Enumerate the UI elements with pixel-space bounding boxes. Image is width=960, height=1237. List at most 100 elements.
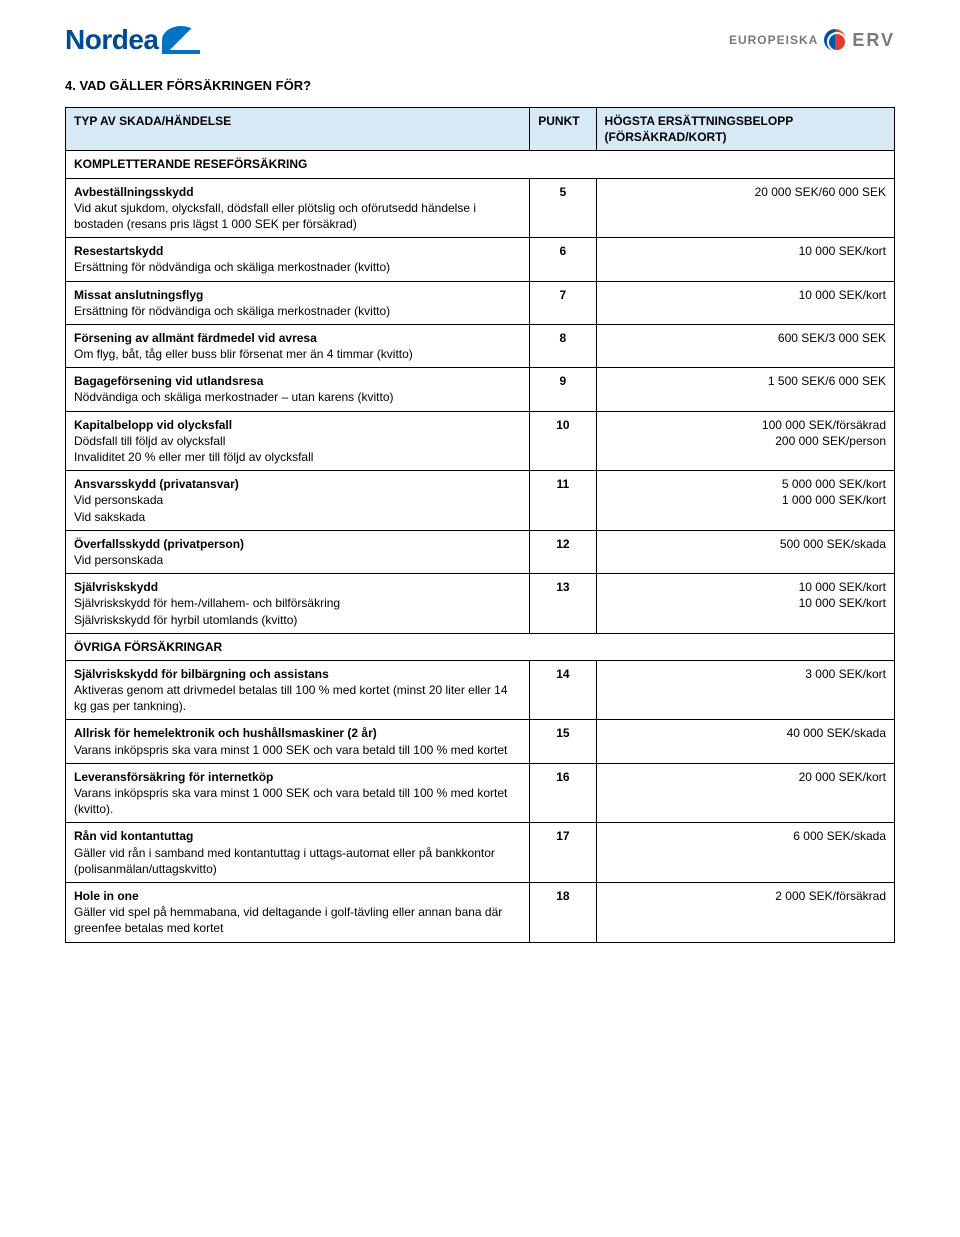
table-row: Ansvarsskydd (privatansvar) Vid personska… [66, 471, 895, 531]
row-title: Försening av allmänt färdmedel vid avres… [74, 331, 317, 345]
erv-prefix: EUROPEISKA [729, 33, 818, 47]
insurance-table: TYP AV SKADA/HÄNDELSE PUNKT HÖGSTA ERSÄT… [65, 107, 895, 943]
table-row: Överfallsskydd (privatperson) Vid persons… [66, 530, 895, 573]
row-desc: Gäller vid rån i samband med kontantutta… [74, 846, 495, 876]
table-row: Missat anslutningsflygErsättning för nöd… [66, 281, 895, 324]
erv-wordmark: ERV [852, 30, 895, 51]
amount-line: 10 000 SEK/kort [605, 595, 886, 611]
cell-point: 13 [530, 574, 596, 634]
erv-logo: EUROPEISKA ERV [729, 29, 895, 51]
amount-line: 100 000 SEK/försäkrad [605, 417, 886, 433]
cell-point: 12 [530, 530, 596, 573]
cell-point: 9 [530, 368, 596, 411]
row-title: Ansvarsskydd (privatansvar) [74, 477, 239, 491]
cell-desc: Försening av allmänt färdmedel vid avres… [66, 324, 530, 367]
amount-line: 200 000 SEK/person [605, 433, 886, 449]
cell-amount: 20 000 SEK/kort [596, 763, 894, 823]
cell-point: 10 [530, 411, 596, 471]
nordea-wordmark: Nordea [65, 24, 158, 56]
cell-desc: ResestartskyddErsättning för nödvändiga … [66, 238, 530, 281]
amount-line: 6 000 SEK/skada [605, 828, 886, 844]
cell-amount: 600 SEK/3 000 SEK [596, 324, 894, 367]
table-row: Självriskskydd för bilbärgning och assis… [66, 660, 895, 720]
table-head-row: TYP AV SKADA/HÄNDELSE PUNKT HÖGSTA ERSÄT… [66, 108, 895, 151]
cell-amount: 20 000 SEK/60 000 SEK [596, 178, 894, 238]
cell-point: 6 [530, 238, 596, 281]
table-subhead: KOMPLETTERANDE RESEFÖRSÄKRING [66, 151, 895, 178]
amount-line: 5 000 000 SEK/kort [605, 476, 886, 492]
row-desc: Aktiveras genom att drivmedel betalas ti… [74, 683, 508, 713]
table-row: Självriskskydd Självriskskydd för hem-/vi… [66, 574, 895, 634]
amount-line: 1 000 000 SEK/kort [605, 492, 886, 508]
cell-amount: 10 000 SEK/kort10 000 SEK/kort [596, 574, 894, 634]
table-row: Hole in one Gäller vid spel på hemmabana,… [66, 882, 895, 942]
cell-point: 8 [530, 324, 596, 367]
cell-point: 15 [530, 720, 596, 763]
cell-amount: 3 000 SEK/kort [596, 660, 894, 720]
table-row: Leveransförsäkring för internetköp Varans… [66, 763, 895, 823]
row-title: Rån vid kontantuttag [74, 829, 193, 843]
row-title: Självriskskydd [74, 580, 158, 594]
cell-amount: 6 000 SEK/skada [596, 823, 894, 883]
table-row: Kapitalbelopp vid olycksfallDödsfall til… [66, 411, 895, 471]
row-desc: Nödvändiga och skäliga merkostnader – ut… [74, 390, 394, 404]
table-row: Försening av allmänt färdmedel vid avres… [66, 324, 895, 367]
table-subhead-row: KOMPLETTERANDE RESEFÖRSÄKRING [66, 151, 895, 178]
cell-desc: Allrisk för hemelektronik och hushållsma… [66, 720, 530, 763]
cell-desc: Ansvarsskydd (privatansvar) Vid personska… [66, 471, 530, 531]
table-row: Bagageförsening vid utlandsresaNödvändig… [66, 368, 895, 411]
amount-line: 10 000 SEK/kort [605, 579, 886, 595]
row-title: Missat anslutningsflyg [74, 288, 203, 302]
nordea-sail-icon [162, 26, 200, 54]
row-title: Hole in one [74, 889, 139, 903]
cell-amount: 10 000 SEK/kort [596, 281, 894, 324]
row-desc: Vid akut sjukdom, olycksfall, dödsfall e… [74, 201, 476, 231]
col-type: TYP AV SKADA/HÄNDELSE [66, 108, 530, 151]
amount-line: 600 SEK/3 000 SEK [605, 330, 886, 346]
page-title: 4. VAD GÄLLER FÖRSÄKRINGEN FÖR? [65, 78, 895, 93]
cell-point: 17 [530, 823, 596, 883]
row-title: Avbeställningsskydd [74, 185, 194, 199]
row-desc: Självriskskydd för hem-/villahem- och bi… [74, 596, 340, 626]
cell-amount: 40 000 SEK/skada [596, 720, 894, 763]
cell-point: 11 [530, 471, 596, 531]
cell-desc: Kapitalbelopp vid olycksfallDödsfall til… [66, 411, 530, 471]
table-subhead-row: ÖVRIGA FÖRSÄKRINGAR [66, 633, 895, 660]
row-desc: Vid personskada [74, 553, 163, 567]
cell-amount: 2 000 SEK/försäkrad [596, 882, 894, 942]
cell-amount: 500 000 SEK/skada [596, 530, 894, 573]
cell-point: 16 [530, 763, 596, 823]
cell-desc: Bagageförsening vid utlandsresaNödvändig… [66, 368, 530, 411]
erv-globe-icon [824, 29, 846, 51]
row-desc: Om flyg, båt, tåg eller buss blir försen… [74, 347, 413, 361]
row-desc: Vid personskadaVid sakskada [74, 493, 163, 523]
row-title: Leveransförsäkring för internetköp [74, 770, 273, 784]
row-desc: Dödsfall till följd av olycksfallInvalid… [74, 434, 313, 464]
table-body: KOMPLETTERANDE RESEFÖRSÄKRINGAvbeställni… [66, 151, 895, 942]
amount-line: 2 000 SEK/försäkrad [605, 888, 886, 904]
amount-head-l1: HÖGSTA ERSÄTTNINGSBELOPP [605, 114, 794, 128]
table-row: Rån vid kontantuttag Gäller vid rån i sam… [66, 823, 895, 883]
row-title: Allrisk för hemelektronik och hushållsma… [74, 726, 377, 740]
cell-desc: Avbeställningsskydd Vid akut sjukdom, oly… [66, 178, 530, 238]
cell-amount: 1 500 SEK/6 000 SEK [596, 368, 894, 411]
col-point: PUNKT [530, 108, 596, 151]
nordea-logo: Nordea [65, 24, 200, 56]
cell-desc: Rån vid kontantuttag Gäller vid rån i sam… [66, 823, 530, 883]
row-title: Överfallsskydd (privatperson) [74, 537, 244, 551]
amount-line: 40 000 SEK/skada [605, 725, 886, 741]
cell-point: 5 [530, 178, 596, 238]
cell-desc: Leveransförsäkring för internetköp Varans… [66, 763, 530, 823]
amount-line: 500 000 SEK/skada [605, 536, 886, 552]
row-desc: Gäller vid spel på hemmabana, vid deltag… [74, 905, 502, 935]
cell-desc: Överfallsskydd (privatperson) Vid persons… [66, 530, 530, 573]
row-title: Självriskskydd för bilbärgning och assis… [74, 667, 329, 681]
cell-amount: 100 000 SEK/försäkrad200 000 SEK/person [596, 411, 894, 471]
page: Nordea EUROPEISKA ERV 4. VAD GÄLLER FÖRS… [0, 0, 960, 983]
amount-line: 10 000 SEK/kort [605, 287, 886, 303]
cell-desc: Självriskskydd för bilbärgning och assis… [66, 660, 530, 720]
row-desc: Varans inköpspris ska vara minst 1 000 S… [74, 786, 507, 816]
amount-line: 1 500 SEK/6 000 SEK [605, 373, 886, 389]
table-subhead: ÖVRIGA FÖRSÄKRINGAR [66, 633, 895, 660]
cell-desc: Missat anslutningsflygErsättning för nöd… [66, 281, 530, 324]
